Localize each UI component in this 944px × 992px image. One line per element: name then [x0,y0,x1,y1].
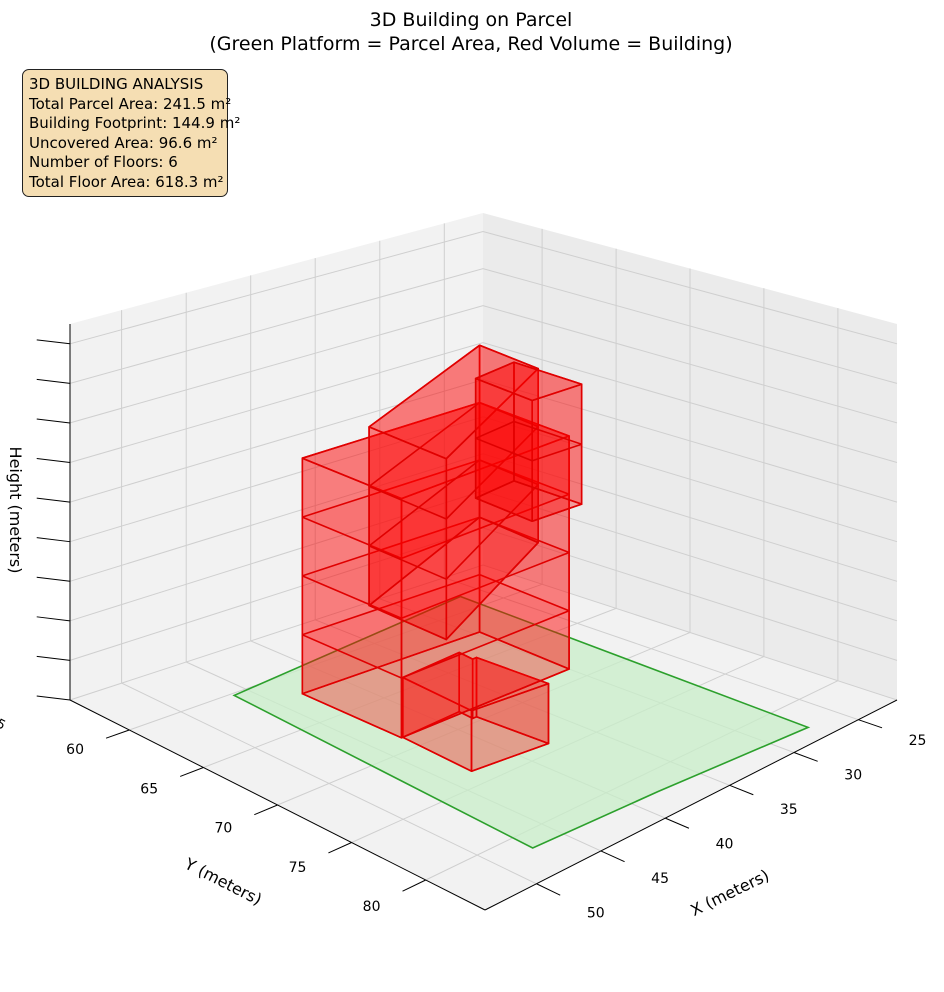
z-grid-line [69,416,898,543]
z-grid-line [69,453,898,582]
y-axis-label: Y (meters) [181,854,265,909]
chart-title-group: 3D Building on Parcel (Green Platform = … [209,9,732,55]
building-floor-slab [474,361,583,402]
y-offset-label: +5.52e5 [0,695,8,734]
x-tick [793,752,818,762]
y-tick [328,842,352,854]
z-tick [36,339,71,345]
y-tick-label: 75 [289,860,307,876]
building-floor-slab [368,401,540,520]
y-tick-label: 60 [66,742,84,758]
info-line-parcel-area: Total Parcel Area: 241.5 m² [29,94,232,113]
info-line-floor-area: Total Floor Area: 618.3 m² [29,172,224,191]
chart-subtitle: (Green Platform = Parcel Area, Red Volum… [209,33,732,55]
building-volume [301,344,583,773]
building-volume-1 [301,401,570,739]
building-floor-slab [301,573,570,679]
z-grid-line [69,342,898,463]
z-grid-line [69,379,898,503]
y-tick-label: 65 [140,781,158,797]
y-tick-label: 80 [363,899,381,915]
info-line-floors: Number of Floors: 6 [29,153,178,172]
z-grid-line [69,230,898,345]
building-volume-3 [474,361,583,523]
x-tick-label: 30 [844,768,862,784]
x-axis-label: X (meters) [687,866,772,920]
building-floor-slab [474,420,583,462]
x-tick-label: 35 [780,802,798,818]
z-tick [36,418,71,424]
building-floor-slab [474,480,583,523]
z-grid-line [69,268,898,384]
x-tick-label: 45 [651,871,669,887]
parcel-platform [232,595,811,849]
y-tick [402,879,426,892]
z-grid-line [69,305,898,424]
z-tick [36,537,71,543]
building-floor-slab [301,631,570,739]
z-tick [36,695,71,701]
chart-title: 3D Building on Parcel [370,9,573,31]
x-tick [858,719,883,729]
z-grid-line [69,564,898,701]
building-volume-2 [368,344,540,641]
z-axis-label: Height (meters) [6,447,25,574]
x-axis-line [484,699,898,911]
building-floor-slab [368,344,540,460]
y-tick [105,729,130,739]
analysis-info-box: 3D BUILDING ANALYSIS Total Parcel Area: … [22,69,241,197]
x-tick-label: 40 [716,836,734,852]
y-tick [254,804,278,816]
building-floor-slab [368,516,540,641]
info-line-footprint: Building Footprint: 144.9 m² [29,114,241,133]
parcel-polygon [232,595,811,849]
y-tick-label: 70 [214,821,232,837]
x-tick-label: 25 [909,733,927,749]
x-tick [665,817,690,829]
y-tick [179,767,204,777]
x-tick [600,850,625,863]
building-volume-0 [401,651,550,773]
info-line-uncovered: Uncovered Area: 96.6 m² [29,133,218,152]
z-tick [36,378,71,384]
z-tick [36,576,71,582]
z-tick [36,616,71,622]
tick-marks [36,339,883,896]
info-title: 3D BUILDING ANALYSIS [29,75,204,93]
x-tick [729,784,754,796]
z-tick [36,458,71,464]
x-tick [536,883,561,896]
x-tick-label: 50 [587,905,605,921]
z-grid-line [69,490,898,622]
z-tick [36,497,71,503]
z-tick [36,655,71,661]
